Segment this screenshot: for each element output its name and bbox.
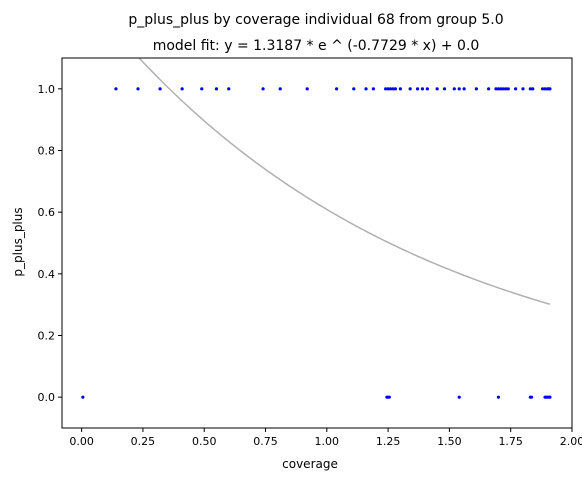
data-point	[388, 87, 393, 91]
fit-line	[138, 58, 551, 305]
data-point	[261, 87, 265, 91]
y-axis-title: p_plus_plus	[11, 207, 25, 276]
data-point	[305, 87, 309, 91]
data-point	[214, 87, 219, 91]
chart-subtitle: model fit: y = 1.3187 * e ^ (-0.7729 * x…	[153, 38, 480, 54]
data-point	[136, 87, 140, 91]
data-point	[200, 87, 204, 91]
chart-title: p_plus_plus by coverage individual 68 fr…	[128, 12, 503, 28]
data-point	[528, 87, 532, 91]
data-point	[496, 87, 501, 91]
data-point	[391, 87, 395, 91]
data-point	[504, 87, 508, 91]
data-point	[386, 87, 390, 91]
data-point	[474, 87, 478, 91]
data-point	[548, 87, 552, 91]
y-tick-label: 0.6	[38, 206, 56, 219]
data-point	[227, 87, 231, 91]
data-point	[278, 87, 282, 91]
x-tick-label: 1.75	[498, 435, 523, 448]
data-point	[521, 87, 525, 91]
data-point	[487, 87, 491, 91]
data-point	[452, 87, 456, 91]
x-tick-label: 2.00	[560, 435, 582, 448]
y-tick-label: 1.0	[38, 83, 56, 96]
x-tick-label: 0.00	[69, 435, 94, 448]
data-point	[514, 87, 518, 91]
x-tick-label: 1.00	[315, 435, 340, 448]
data-point	[371, 87, 375, 91]
data-point	[420, 87, 425, 91]
data-point	[540, 87, 545, 91]
plot-frame	[61, 57, 573, 429]
data-point	[158, 87, 162, 91]
data-point	[387, 395, 391, 399]
data-point	[506, 87, 510, 91]
x-tick-label: 0.75	[253, 435, 278, 448]
data-point	[180, 87, 184, 91]
data-point	[529, 395, 534, 399]
data-point	[499, 87, 503, 91]
data-point	[408, 87, 412, 91]
x-tick-label: 1.50	[437, 435, 462, 448]
y-tick-label: 0.2	[38, 330, 56, 343]
data-point	[335, 87, 339, 91]
data-point	[352, 87, 356, 91]
data-point	[435, 87, 439, 91]
data-point	[457, 87, 461, 91]
data-point	[501, 87, 505, 91]
y-tick-label: 0.0	[38, 391, 56, 404]
x-axis: 0.00 0.25 0.50 0.75 1.00 1.25 1.50 1.75 2.00	[69, 428, 582, 448]
data-point	[415, 87, 420, 91]
x-tick-label: 0.25	[131, 435, 156, 448]
y-tick-label: 0.4	[38, 268, 56, 281]
data-point	[543, 87, 547, 91]
x-axis-title: coverage	[282, 457, 338, 471]
data-point	[548, 395, 552, 399]
y-tick-label: 0.8	[38, 145, 56, 158]
data-point	[494, 87, 498, 91]
data-point	[462, 87, 466, 91]
data-point	[364, 87, 368, 91]
data-point	[442, 87, 447, 91]
data-point	[114, 87, 118, 91]
x-tick-label: 0.50	[192, 435, 217, 448]
data-point	[398, 87, 402, 91]
data-point	[496, 395, 501, 399]
data-point	[425, 87, 429, 91]
y-axis: 0.0 0.2 0.4 0.6 0.8 1.0	[38, 83, 62, 404]
data-point	[531, 87, 535, 91]
plot-marks	[81, 58, 552, 399]
x-tick-label: 1.25	[376, 435, 401, 448]
data-point	[393, 87, 398, 91]
data-point	[81, 395, 85, 399]
data-point	[457, 395, 461, 399]
data-point	[384, 87, 388, 91]
